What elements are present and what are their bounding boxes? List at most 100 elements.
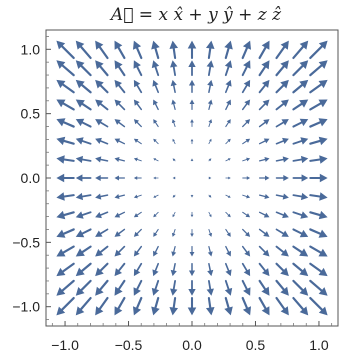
field-arrow bbox=[225, 262, 232, 277]
field-arrow-shaft bbox=[208, 122, 211, 128]
field-arrow-head bbox=[208, 232, 213, 237]
x-tick-label: 0.0 bbox=[182, 337, 202, 353]
field-arrow-head bbox=[172, 194, 176, 198]
field-arrow-head bbox=[151, 60, 160, 69]
field-arrow-head bbox=[188, 79, 196, 86]
field-arrow bbox=[133, 157, 142, 162]
field-arrow-head bbox=[280, 267, 289, 277]
field-arrow-head bbox=[133, 79, 141, 88]
field-arrow bbox=[309, 228, 328, 238]
y-tick-label: −0.5 bbox=[12, 234, 40, 250]
field-arrow-head bbox=[300, 192, 309, 201]
field-arrow-shaft bbox=[224, 279, 230, 290]
field-arrow bbox=[309, 262, 328, 277]
field-arrow-shaft bbox=[208, 245, 211, 253]
field-arrow-head bbox=[225, 269, 232, 277]
field-arrow bbox=[224, 40, 233, 60]
field-arrow-shaft bbox=[241, 65, 248, 77]
field-arrow-head bbox=[299, 286, 309, 296]
field-arrow bbox=[75, 137, 92, 145]
field-arrow-shaft bbox=[225, 228, 230, 235]
field-arrow bbox=[171, 119, 176, 128]
field-arrow-shaft bbox=[275, 262, 285, 272]
field-arrow bbox=[56, 118, 75, 128]
field-arrow bbox=[188, 263, 196, 277]
field-arrow bbox=[292, 174, 309, 182]
field-arrow bbox=[275, 211, 289, 219]
field-arrow bbox=[132, 296, 143, 316]
field-arrow-head bbox=[299, 306, 309, 316]
field-arrow-head bbox=[318, 306, 328, 316]
field-arrow bbox=[208, 228, 213, 237]
field-arrow-head bbox=[261, 79, 270, 88]
field-arrow bbox=[188, 60, 196, 76]
field-arrow-shaft bbox=[60, 296, 75, 311]
field-arrow-shaft bbox=[61, 83, 75, 94]
field-arrow-shaft bbox=[118, 103, 126, 111]
field-arrow-shaft bbox=[117, 296, 126, 310]
field-arrow bbox=[95, 40, 109, 60]
field-arrow-head bbox=[170, 288, 178, 296]
field-arrow-shaft bbox=[154, 121, 159, 128]
field-arrow bbox=[189, 99, 195, 110]
field-arrow bbox=[133, 79, 143, 94]
field-arrow-shaft bbox=[155, 211, 159, 216]
field-arrow bbox=[114, 157, 126, 162]
field-arrow-head bbox=[207, 99, 213, 105]
field-arrow bbox=[292, 155, 309, 164]
field-arrow-shaft bbox=[292, 262, 304, 273]
field-arrow bbox=[187, 297, 197, 316]
field-arrow-head bbox=[114, 60, 123, 70]
field-arrow-shaft bbox=[208, 140, 211, 145]
field-arrow bbox=[95, 262, 109, 277]
field-arrow-head bbox=[153, 176, 156, 180]
field-arrow bbox=[56, 296, 75, 316]
field-arrow-head bbox=[114, 40, 123, 50]
field-arrow bbox=[309, 245, 328, 257]
field-arrow-head bbox=[282, 193, 289, 200]
field-arrow bbox=[208, 194, 212, 198]
field-arrow-shaft bbox=[275, 279, 285, 291]
field-arrow-shaft bbox=[241, 279, 248, 291]
field-arrow-head bbox=[224, 60, 233, 69]
field-arrow-shaft bbox=[292, 102, 303, 111]
field-arrow-shaft bbox=[118, 84, 126, 94]
field-arrow-head bbox=[133, 157, 138, 162]
chart-title: A⃗ = x x̂ + y ŷ + z ẑ bbox=[109, 5, 282, 25]
field-arrow bbox=[225, 158, 231, 162]
field-arrow bbox=[133, 60, 143, 77]
field-arrow-shaft bbox=[309, 262, 323, 273]
field-arrow bbox=[188, 280, 196, 296]
field-arrow bbox=[275, 137, 289, 145]
field-arrow-head bbox=[283, 174, 289, 182]
field-arrow bbox=[190, 119, 194, 127]
field-arrow bbox=[95, 211, 109, 219]
field-arrow-shaft bbox=[62, 245, 75, 254]
field-arrow-shaft bbox=[275, 228, 285, 235]
field-arrow-shaft bbox=[309, 245, 322, 254]
field-arrow bbox=[133, 279, 143, 296]
field-arrow-head bbox=[280, 40, 289, 50]
field-arrow-shaft bbox=[99, 65, 109, 77]
field-arrow-head bbox=[226, 119, 231, 124]
field-arrow bbox=[242, 211, 251, 218]
field-arrow-head bbox=[75, 192, 84, 201]
field-arrow bbox=[241, 79, 251, 94]
field-arrow bbox=[258, 79, 270, 94]
field-arrow bbox=[190, 138, 194, 145]
field-arrow-shaft bbox=[118, 262, 126, 272]
field-arrow-head bbox=[56, 118, 66, 127]
field-arrow-head bbox=[319, 192, 328, 201]
field-arrow bbox=[95, 228, 109, 237]
field-arrow-shaft bbox=[136, 121, 142, 128]
field-arrow-head bbox=[242, 306, 252, 316]
field-arrow bbox=[172, 211, 176, 218]
field-arrow bbox=[133, 119, 142, 128]
field-arrow-head bbox=[227, 195, 231, 198]
field-arrow bbox=[151, 296, 160, 316]
field-arrow-shaft bbox=[99, 140, 109, 145]
field-arrow-head bbox=[261, 40, 270, 50]
field-arrow-shaft bbox=[242, 211, 248, 216]
field-arrow-shaft bbox=[172, 262, 176, 272]
field-arrow bbox=[275, 79, 289, 94]
